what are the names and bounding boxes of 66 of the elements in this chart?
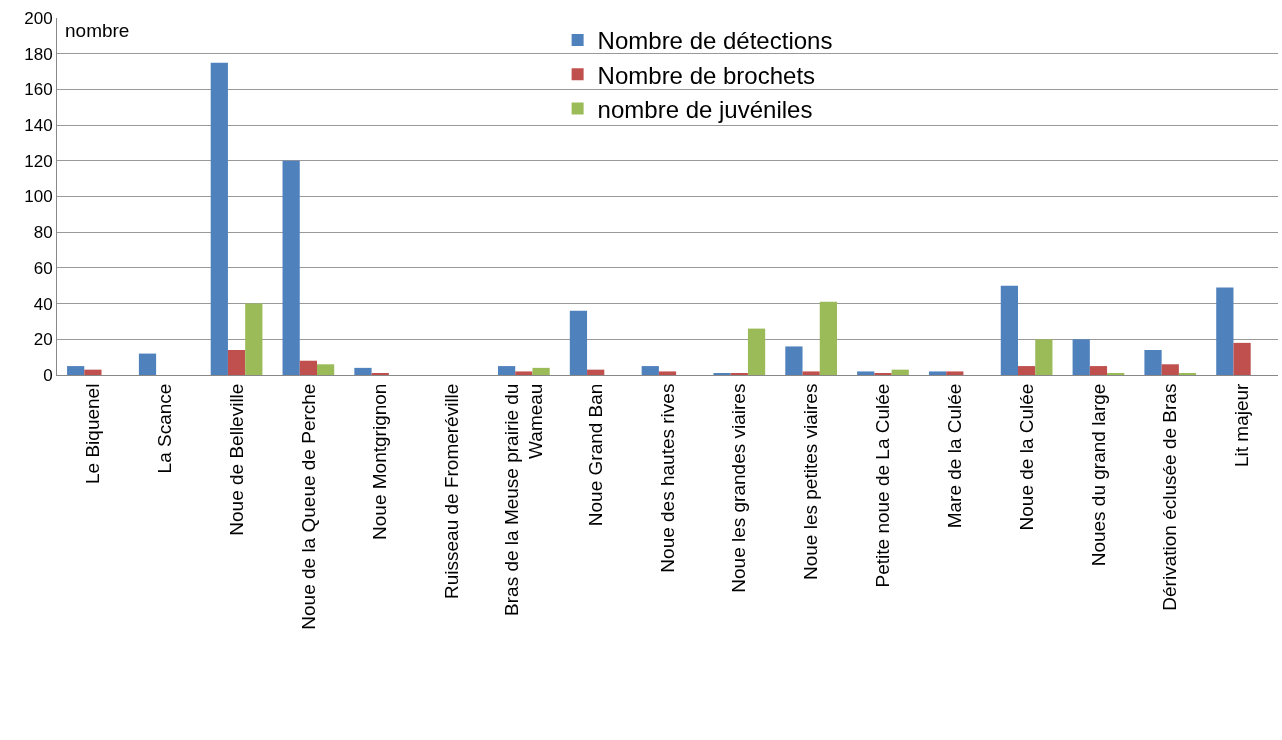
legend-label: Nombre de brochets	[597, 61, 816, 89]
bar	[891, 369, 909, 375]
x-tick-label: Dérivation éclusée de Bras	[1159, 383, 1181, 611]
x-tick-label: Bras de la Meuse prairie du Wameau	[500, 383, 547, 616]
x-tick-label: Ruisseau de Fromeréville	[441, 383, 463, 600]
y-tick-label: 180	[24, 44, 53, 64]
bar	[802, 371, 820, 375]
bar	[317, 364, 335, 375]
bar	[946, 371, 964, 375]
bar	[299, 360, 317, 375]
bar	[641, 366, 659, 375]
y-tick-label: 200	[24, 8, 53, 28]
x-tick-label: Noue de la Culée	[1015, 383, 1037, 531]
bar	[532, 367, 550, 375]
x-tick-label: Noue des hautes rives	[656, 383, 678, 573]
bar	[1161, 364, 1179, 375]
bar	[67, 366, 85, 375]
x-tick-label: Noue de Belleville	[225, 383, 247, 536]
bar	[857, 371, 875, 375]
bar	[1216, 287, 1234, 375]
bar	[587, 369, 605, 375]
bar	[819, 301, 837, 375]
y-tick-label: 160	[24, 80, 53, 100]
bar	[498, 366, 516, 375]
y-tick-label: 100	[24, 187, 53, 207]
x-tick-label: Noue les petites viaires	[800, 383, 822, 581]
y-tick-label: 140	[24, 116, 53, 136]
bar	[84, 369, 102, 375]
bar	[1000, 285, 1018, 375]
bar	[1233, 342, 1251, 375]
y-tick-label: 20	[33, 330, 53, 350]
x-tick-label: La Scance	[153, 383, 175, 474]
x-tick-label: Noues du grand large	[1087, 383, 1109, 567]
y-tick-label: 80	[33, 223, 53, 243]
y-tick-label: 40	[33, 294, 53, 314]
x-tick-label: Le Biquenel	[82, 383, 104, 484]
y-tick-label: 0	[43, 365, 53, 385]
bar	[138, 353, 157, 375]
y-tick-label: 60	[33, 258, 53, 278]
bar	[245, 303, 263, 375]
x-tick-label: Mare de la Culée	[943, 383, 965, 529]
bar	[1089, 366, 1108, 375]
bar	[1018, 366, 1036, 375]
bar	[210, 62, 228, 375]
x-tick-label: Noue les grandes viaires	[728, 383, 750, 593]
bar	[282, 160, 300, 375]
y-axis-title: nombre	[65, 20, 130, 41]
bar	[354, 367, 372, 375]
bar	[658, 371, 677, 375]
x-tick-label: Petite noue de La Culée	[872, 383, 894, 588]
x-tick-label: Lit majeur	[1231, 382, 1253, 468]
x-tick-label: Noue Grand Ban	[584, 383, 606, 527]
bar	[1035, 339, 1053, 375]
x-tick-label: Noue Montgrignon	[369, 383, 391, 540]
x-tick-label: Noue de la Queue de Perche	[297, 383, 319, 630]
bar	[515, 371, 533, 375]
bar	[785, 346, 803, 375]
y-tick-label: 120	[24, 151, 53, 171]
bar	[928, 371, 947, 375]
legend-label: nombre de juvéniles	[597, 95, 813, 123]
legend-label: Nombre de détections	[597, 27, 833, 55]
bar	[747, 328, 766, 375]
bar	[569, 310, 588, 375]
bar	[1072, 339, 1090, 375]
bar	[1144, 350, 1162, 375]
bar	[227, 350, 246, 375]
